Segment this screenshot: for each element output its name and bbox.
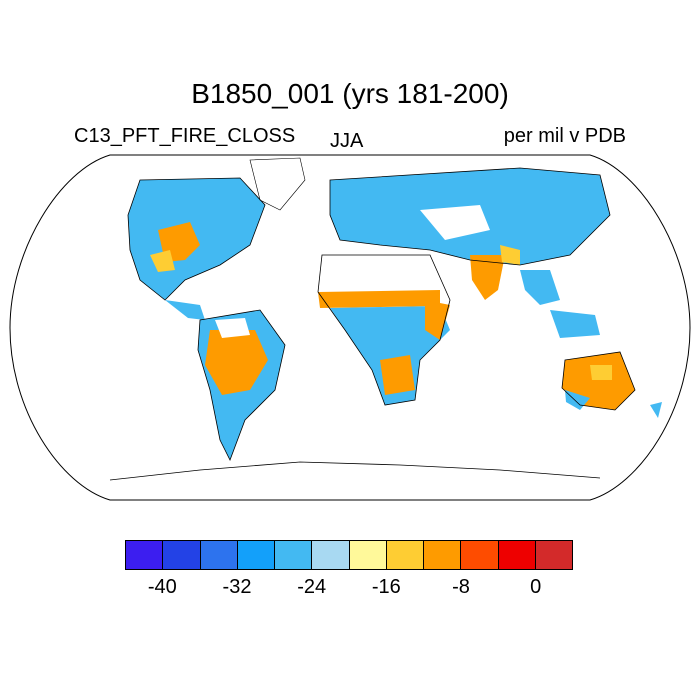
coastlines — [109, 167, 636, 481]
region-brazil-fire — [205, 330, 268, 395]
colorbar-tick-label: -40 — [147, 576, 177, 598]
region-greenland — [249, 157, 306, 211]
colorbar-swatch — [200, 541, 238, 569]
colorbar-swatch — [461, 541, 499, 569]
colorbar-tick-label: -8 — [452, 576, 470, 598]
colorbar-swatch — [275, 541, 313, 569]
colorbar-tick-label: 0 — [530, 576, 542, 598]
colorbar-swatch — [312, 541, 350, 569]
colorbar-swatch — [386, 541, 424, 569]
season-label: JJA — [330, 130, 364, 152]
colorbar-swatch — [535, 541, 572, 569]
colorbar — [125, 540, 573, 570]
region-sahel-fire — [318, 290, 440, 308]
colorbar-swatch — [498, 541, 536, 569]
colorbar-swatch — [163, 541, 201, 569]
colorbar-swatch — [349, 541, 387, 569]
colorbar-swatch — [237, 541, 275, 569]
region-africa-south — [330, 306, 450, 405]
variable-label: C13_PFT_FIRE_CLOSS — [74, 125, 296, 147]
colorbar-swatch — [126, 541, 164, 569]
colorbar-tick-label: -16 — [371, 576, 401, 598]
map-title: B1850_001 (yrs 181-200) — [191, 78, 509, 109]
colorbar-tick-label: -32 — [222, 576, 252, 598]
colorbar-swatch — [424, 541, 462, 569]
region-india-fire — [470, 255, 505, 300]
region-sahara — [320, 255, 435, 292]
colorbar-tick-label: -24 — [297, 576, 327, 598]
units-label: per mil v PDB — [503, 125, 626, 147]
